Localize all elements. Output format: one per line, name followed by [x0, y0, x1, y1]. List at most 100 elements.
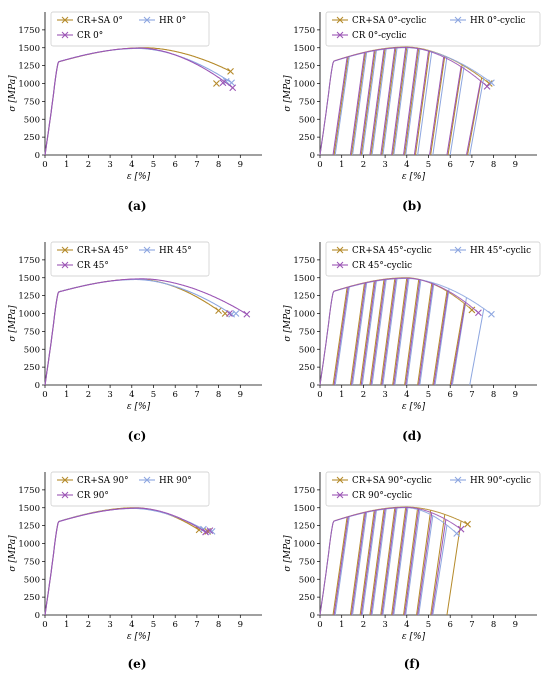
end-marker-e-1	[208, 527, 216, 535]
y-tick-label-d: 1250	[293, 292, 315, 302]
cycle-line-f-0	[403, 507, 419, 616]
legend-box-a	[50, 11, 210, 47]
x-tick-label-d: 7	[469, 390, 474, 400]
y-tick-label-d: 1500	[293, 274, 315, 284]
cycle-line-b-2	[429, 56, 445, 156]
cycle-line-d-2	[370, 279, 386, 386]
x-tick-label-e: 8	[216, 620, 221, 630]
legend-label-c-0: CR+SA 45°	[77, 246, 129, 256]
x-tick-label-d: 3	[382, 390, 387, 400]
x-tick-label-f: 3	[382, 620, 387, 630]
legend-label-f-2: CR 90°-cyclic	[352, 491, 412, 501]
x-tick-label-c: 8	[216, 390, 221, 400]
y-tick-label-a: 1750	[18, 26, 40, 36]
cycle-line-d-0	[359, 280, 375, 386]
x-tick-label-c: 2	[86, 390, 91, 400]
x-tick-label-c: 6	[172, 390, 177, 400]
y-tick-label-c: 750	[24, 327, 40, 337]
cycle-line-d-1	[371, 279, 387, 386]
y-tick-label-f: 0	[310, 611, 315, 621]
legend-box-c	[50, 241, 210, 277]
legend-marker-f-2	[336, 491, 344, 499]
cycle-line-f-1	[393, 507, 409, 616]
cycle-line-f-1	[382, 507, 398, 616]
end-marker-c-0	[215, 307, 222, 315]
legend-label-d-2: CR 45°-cyclic	[352, 261, 412, 271]
y-tick-label-c: 250	[24, 363, 40, 373]
x-tick-label-b: 3	[382, 160, 387, 170]
y-tick-label-d: 750	[299, 327, 315, 337]
chart-panel-d: 0 1 2 3 4 5 6 7 8 9 0 250 500 750 1000 1250 1500 1750 ε [%…	[275, 230, 550, 455]
caption-b: (b)	[402, 199, 422, 213]
end-marker-e-2	[206, 527, 214, 535]
cycle-line-b-2	[369, 48, 385, 156]
x-tick-label-e: 0	[42, 620, 47, 630]
series-line-c-2	[44, 278, 247, 386]
legend-label-c-2: CR 45°	[77, 261, 109, 271]
legend-label-a-2: CR 0°	[77, 31, 103, 41]
cycle-line-b-0	[370, 48, 386, 156]
x-tick-label-c: 7	[194, 390, 199, 400]
cycle-line-f-2	[431, 519, 447, 616]
x-tick-label-e: 1	[64, 620, 69, 630]
cycle-line-b-1	[469, 77, 485, 156]
cycle-line-b-0	[430, 55, 446, 156]
y-tick-label-a: 0	[35, 151, 40, 161]
y-tick-label-e: 0	[35, 611, 40, 621]
legend-marker-b-0	[336, 16, 344, 24]
cycle-line-b-0	[381, 47, 397, 156]
y-tick-label-c: 1750	[18, 256, 40, 266]
legend-label-e-0: CR+SA 90°	[77, 476, 129, 486]
x-tick-label-f: 9	[513, 620, 518, 630]
cycle-line-b-1	[417, 51, 433, 156]
x-tick-label-d: 5	[426, 390, 431, 400]
legend-marker-a-2	[61, 31, 69, 39]
y-axis-title-d: σ [MPa]	[283, 305, 293, 342]
y-tick-label-c: 1250	[18, 292, 40, 302]
cycle-line-b-2	[465, 80, 482, 156]
end-marker-d-1	[488, 310, 495, 318]
cycle-line-d-2	[350, 282, 367, 386]
y-axis-title-c: σ [MPa]	[8, 305, 18, 342]
end-marker-b-2	[483, 82, 491, 90]
end-marker-a-2	[219, 79, 227, 87]
y-tick-label-f: 500	[299, 575, 315, 585]
legend-marker-e-2	[61, 491, 69, 499]
cycle-line-d-2	[450, 302, 466, 386]
x-tick-label-e: 2	[86, 620, 91, 630]
cycle-line-f-0	[332, 516, 348, 616]
y-tick-label-d: 0	[310, 381, 315, 391]
cycle-line-f-0	[359, 510, 375, 616]
cycle-line-b-1	[405, 48, 421, 156]
cycle-line-d-1	[419, 283, 435, 386]
series-line-e-0	[44, 507, 199, 616]
cycle-line-b-2	[391, 47, 407, 156]
x-axis-title-b: ε [%]	[402, 172, 426, 182]
y-tick-label-a: 1500	[18, 44, 40, 54]
x-tick-label-d: 9	[513, 390, 518, 400]
x-tick-label-d: 6	[447, 390, 452, 400]
x-axis-title-e: ε [%]	[127, 632, 151, 642]
cycle-line-f-1	[334, 516, 350, 616]
cycle-line-b-2	[446, 66, 462, 156]
y-tick-label-f: 750	[299, 557, 315, 567]
y-tick-label-d: 1000	[293, 310, 315, 320]
x-tick-label-b: 8	[491, 160, 496, 170]
x-tick-label-d: 4	[404, 390, 409, 400]
y-tick-label-a: 750	[24, 97, 40, 107]
x-tick-label-f: 6	[447, 620, 452, 630]
x-tick-label-d: 2	[361, 390, 366, 400]
cycle-line-b-1	[382, 47, 398, 156]
end-marker-e-2	[202, 528, 209, 536]
x-tick-label-b: 7	[469, 160, 474, 170]
end-marker-f-0	[464, 520, 471, 528]
cycle-line-b-1	[449, 65, 465, 156]
y-tick-label-b: 1250	[293, 62, 315, 72]
cycle-line-f-0	[430, 514, 446, 616]
chart-b-svg: 0 1 2 3 4 5 6 7 8 9 0 250 500 750 1000 1250 1500 1750 ε [%…	[283, 11, 541, 182]
y-tick-label-e: 1250	[18, 522, 40, 532]
cycle-line-f-2	[417, 512, 433, 616]
x-tick-label-a: 6	[172, 160, 177, 170]
cycle-line-b-1	[432, 56, 448, 156]
y-tick-label-e: 1500	[18, 504, 40, 514]
